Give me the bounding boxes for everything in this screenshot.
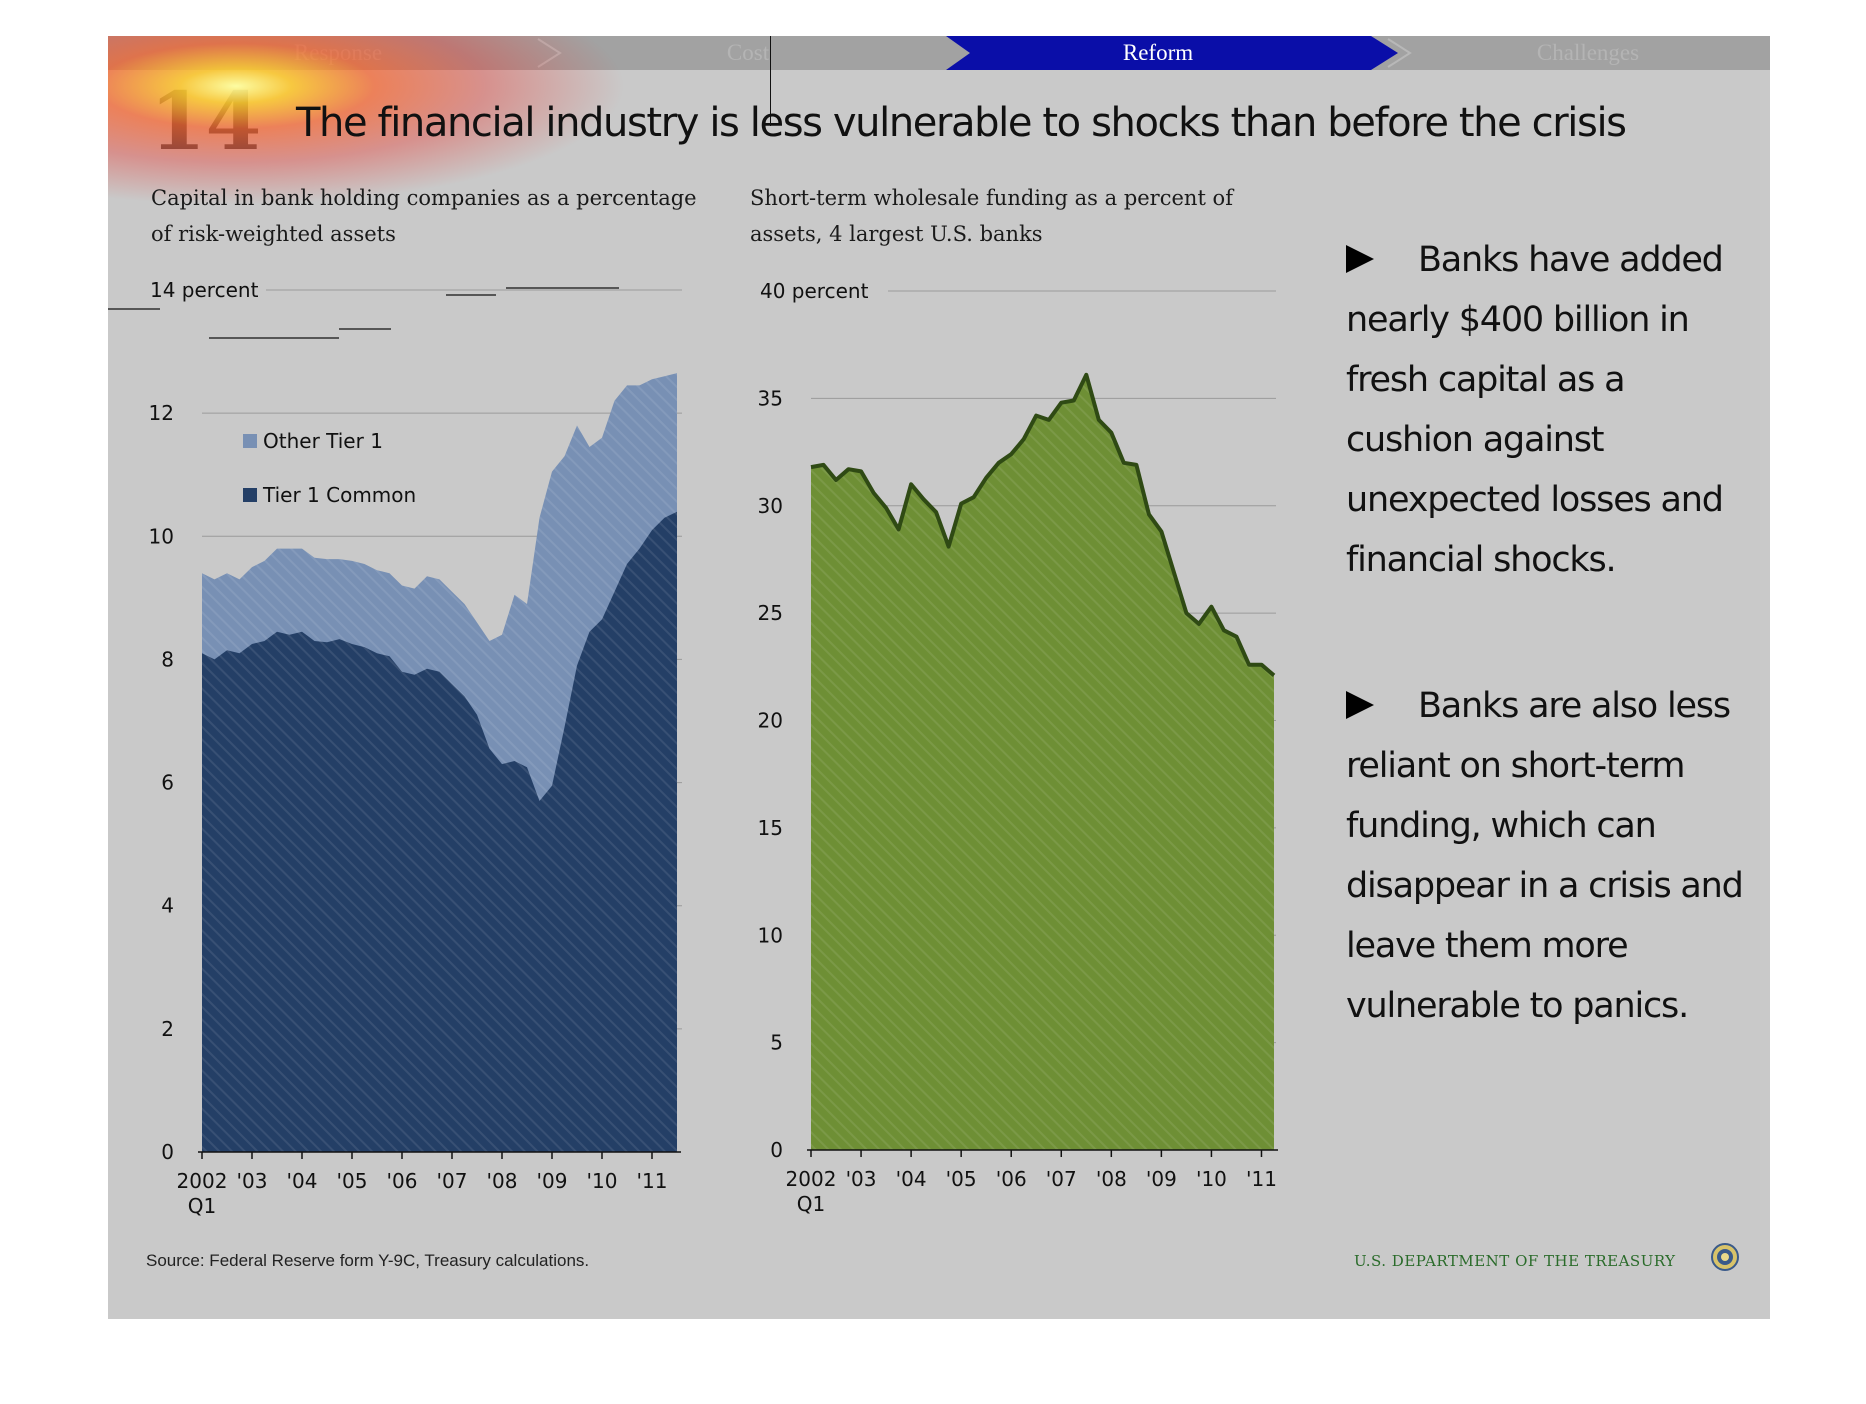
y-tick-label: 2 [161,1017,174,1041]
y-tick-label: 15 [758,816,783,840]
cursor-line [770,36,771,126]
bullet-capital-text: Banks have added nearly $400 billion in … [1346,240,1724,580]
y-tick-label: 35 [758,386,783,410]
y-tick-label: 6 [161,771,174,795]
agency-name: U.S. DEPARTMENT OF THE TREASURY [1354,1252,1676,1270]
y-tick-label: 30 [758,494,783,518]
x-tick-label: '09 [1146,1167,1177,1191]
bullet-funding-text: Banks are also less reliant on short-ter… [1346,686,1744,1026]
x-tick-label: '08 [1096,1167,1127,1191]
x-tick-label: '07 [437,1169,468,1193]
x-tick-label: '09 [537,1169,568,1193]
x-tick-label: '06 [996,1167,1027,1191]
play-arrow-icon [1346,245,1374,273]
play-arrow-icon [1346,691,1374,719]
tab-reform[interactable]: Reform [1122,40,1194,65]
x-tick-label: '11 [637,1169,668,1193]
decorative-rule-lines [108,287,619,339]
source-note: Source: Federal Reserve form Y-9C, Treas… [146,1251,590,1270]
x-tick-label: '08 [487,1169,518,1193]
x-tick-label: '06 [387,1169,418,1193]
chart2-title: Short-term wholesale funding as a percen… [750,186,1233,246]
tab-cost[interactable]: Cost [726,40,770,65]
legend-label: Tier 1 Common [262,483,416,507]
x-tick-label: '05 [946,1167,977,1191]
y-tick-label: 4 [161,894,174,918]
x-tick-label: '03 [846,1167,877,1191]
y-tick-label: 0 [770,1138,783,1162]
y-tick-label: 10 [149,524,174,548]
x-tick-sublabel: Q1 [188,1194,216,1218]
x-tick-label: '04 [896,1167,927,1191]
x-tick-label: '03 [237,1169,268,1193]
legend-label: Other Tier 1 [263,429,383,453]
x-tick-label: 2002 [786,1167,837,1191]
chart1-title: Capital in bank holding companies as a p… [151,186,697,246]
x-tick-label: '04 [287,1169,318,1193]
y-tick-label: 8 [161,647,174,671]
y-tick-label: 0 [161,1140,174,1164]
series-area-hatch-1 [811,374,1274,1150]
y-tick-label: 25 [758,601,783,625]
bullet-capital: Banks have added nearly $400 billion in … [1346,230,1746,590]
y-tick-label: 5 [770,1031,783,1055]
series-line [810,372,1276,677]
legend-swatch [243,434,257,448]
y-tick-label: 20 [758,709,783,733]
x-tick-label: 2002 [177,1169,228,1193]
series-area-hatch-1 [202,511,677,1152]
x-tick-label: '10 [587,1169,618,1193]
charts-canvas: 0 2 4 6 8 10 12 14 percent 2002 '03 '04 '05 '06 '07 '0… [108,278,1278,1218]
x-tick-sublabel: Q1 [797,1192,825,1216]
slide: Response Cost Reform Challenges 14 The f… [108,36,1770,1319]
y-axis-label: 14 percent [150,278,259,302]
bullet-funding: Banks are also less reliant on short-ter… [1346,676,1746,1036]
x-tick-label: '05 [337,1169,368,1193]
x-tick-label: '11 [1246,1167,1277,1191]
y-axis-label: 40 percent [760,279,869,303]
legend-swatch [243,488,257,502]
x-tick-label: '07 [1046,1167,1077,1191]
treasury-seal-icon [1711,1243,1739,1271]
y-tick-label: 10 [758,923,783,947]
wholesale-funding-chart: 0 5 10 15 20 25 30 35 40 percent 2002 '03 '04 '05 '06… [758,279,1278,1216]
slide-title: The financial industry is less vulnerabl… [296,100,1627,146]
tab-challenges[interactable]: Challenges [1536,40,1640,65]
x-tick-label: '10 [1196,1167,1227,1191]
capital-chart: 0 2 4 6 8 10 12 14 percent 2002 '03 '04 '05 '06 '07 '0… [149,278,682,1218]
y-tick-label: 12 [149,401,174,425]
